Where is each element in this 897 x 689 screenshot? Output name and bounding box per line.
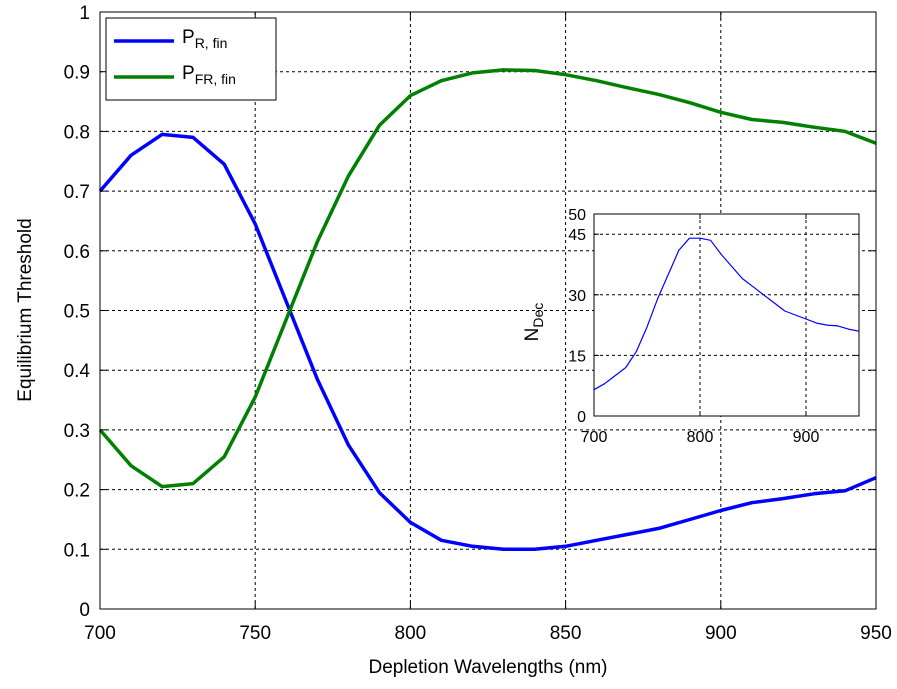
inset-y-tick-label: 0 [577,409,586,426]
main-y-tick-label: 0 [79,600,90,621]
x-axis-label: Depletion Wavelengths (nm) [368,657,607,678]
main-y-tick-label: 0.4 [64,361,91,382]
main-x-tick-label: 950 [860,623,892,644]
inset-y-tick-label: 30 [568,288,586,305]
inset-frame [593,213,860,417]
main-x-tick-label: 750 [239,623,271,644]
inset-y-tick-label: 45 [568,227,586,244]
inset-plot: 700 800 900 0 15 30 45 50 NDec [522,207,860,446]
inset-y-axis-label-main: N [522,328,543,342]
inset-x-tick-label: 800 [687,429,714,446]
main-y-tick-label: 1 [79,3,90,24]
main-y-tick-label: 0.7 [64,182,90,203]
inset-y-axis-label-sub: Dec [530,303,546,328]
main-x-tick-label: 700 [84,623,116,644]
inset-y-tick-label: 50 [568,207,586,224]
legend-box [105,17,277,101]
main-y-tick-label: 0.6 [64,242,90,263]
inset-y-axis-label: NDec [522,303,546,342]
main-x-tick-label: 800 [395,623,427,644]
inset-x-tick-label: 700 [581,429,608,446]
legend-label-1-main: P [182,63,195,84]
main-series-line-1 [98,68,877,489]
inset-series-line-0 [593,237,860,391]
legend-label-1-sub: FR, fin [195,71,236,87]
legend-label-0-main: P [182,27,195,48]
legend-label-0-sub: R, fin [195,35,228,51]
legend-label-0: PR, fin [182,27,227,51]
y-axis-label: Equilibrium Threshold [15,218,36,401]
inset-x-tick-label: 900 [793,429,820,446]
main-y-tick-label: 0.8 [64,122,90,143]
inset-background [594,214,859,416]
main-y-tick-label: 0.1 [64,540,90,561]
legend-label-1: PFR, fin [182,63,236,87]
main-y-tick-label: 0.5 [64,302,90,323]
main-y-tick-label: 0.3 [64,421,90,442]
main-y-tick-label: 0.2 [64,481,90,502]
main-series-line-0 [98,132,877,552]
inset-y-tick-label: 15 [568,348,586,365]
main-x-tick-label: 850 [550,623,582,644]
main-x-tick-label: 900 [705,623,737,644]
main-y-tick-label: 0.9 [64,63,90,84]
